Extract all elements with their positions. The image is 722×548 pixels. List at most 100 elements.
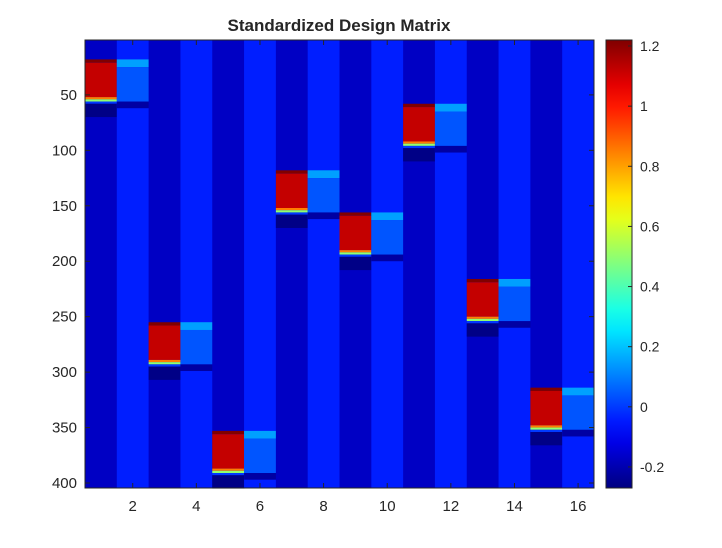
block-5-fade-2: [212, 470, 245, 474]
column-5-base: [212, 40, 245, 488]
block-1-body: [85, 62, 118, 98]
block-11-fade-2: [403, 143, 436, 146]
column-4-base: [180, 40, 213, 488]
block-11-body: [403, 107, 436, 142]
heatmap-cells: [85, 40, 595, 489]
block-7-fade-1: [275, 208, 309, 211]
block-1-shadow: [85, 103, 118, 118]
block-14-shadow: [498, 321, 531, 328]
block-12-shadow: [434, 145, 468, 153]
block-15-fade-1: [530, 425, 563, 428]
block-7-body: [275, 173, 309, 208]
block-9-shadow: [339, 256, 372, 271]
colorbar-tick-label: 1: [640, 98, 648, 114]
block-5-top-edge: [212, 430, 245, 435]
block-6-shadow: [244, 473, 277, 480]
block-10-top-edge: [371, 212, 404, 221]
column-10-base: [371, 40, 404, 488]
y-tick-label: 100: [52, 142, 77, 159]
y-axis-ticks: 50 100 150 200 250 300 350 400: [52, 87, 594, 492]
block-2-body: [116, 67, 150, 102]
block-13-shadow: [466, 323, 500, 337]
block-7-edge-below: [275, 212, 309, 215]
block-10-shadow: [371, 254, 404, 262]
column-14-base: [498, 40, 531, 488]
y-tick-label: 200: [52, 253, 77, 270]
x-tick-label: 12: [443, 498, 460, 515]
block-11-edge-below: [403, 145, 436, 149]
block-8-top-edge: [307, 170, 340, 179]
block-7-top-edge: [275, 170, 309, 174]
y-tick-label: 400: [52, 475, 77, 492]
column-13-base: [466, 40, 500, 488]
block-1-fade-1: [85, 97, 118, 100]
block-9-top-edge: [339, 212, 372, 216]
colorbar-tick-label: -0.2: [640, 459, 664, 475]
column-2-base: [116, 40, 150, 488]
column-8-base: [307, 40, 340, 488]
x-tick-label: 10: [379, 498, 396, 515]
block-16-top-edge: [562, 387, 595, 396]
x-axis-ticks: 2 4 6 8 10 12 14 16: [129, 40, 586, 515]
block-3-top-edge: [148, 322, 181, 326]
x-tick-label: 4: [192, 498, 200, 515]
block-5-edge-below: [212, 473, 245, 476]
y-tick-label: 350: [52, 420, 77, 437]
block-9-fade-1: [339, 250, 372, 253]
colorbar-tick-label: 0.8: [640, 158, 660, 174]
block-1-top-edge: [85, 59, 118, 63]
block-15-shadow: [530, 432, 563, 446]
block-5-body: [212, 434, 245, 469]
x-tick-label: 8: [319, 498, 327, 515]
colorbar: -0.2 0 0.2 0.4 0.6 0.8 1 1.2: [605, 38, 664, 489]
block-4-body: [180, 329, 213, 365]
colorbar-tick-label: 0.6: [640, 218, 660, 234]
y-tick-label: 300: [52, 364, 77, 381]
block-11-top-edge: [403, 103, 436, 108]
block-2-top-edge: [116, 59, 150, 68]
block-3-body: [148, 325, 181, 360]
block-16-body: [562, 395, 595, 430]
block-5-fade-1: [212, 468, 245, 471]
block-11-fade-1: [403, 141, 436, 144]
block-12-top-edge: [434, 103, 468, 112]
block-13-fade-2: [466, 318, 500, 322]
block-9-edge-below: [339, 254, 372, 257]
block-6-top-edge: [244, 430, 277, 439]
block-9-body: [339, 215, 372, 251]
column-7-base: [275, 40, 309, 488]
block-3-fade-2: [148, 362, 181, 365]
block-4-top-edge: [180, 322, 213, 330]
block-14-body: [498, 286, 531, 322]
block-15-edge-below: [530, 429, 563, 432]
y-tick-label: 250: [52, 309, 77, 326]
block-4-shadow: [180, 364, 213, 372]
chart-title: Standardized Design Matrix: [228, 16, 451, 35]
block-11-shadow: [403, 148, 436, 162]
block-13-top-edge: [466, 278, 500, 283]
block-12-body: [434, 111, 468, 146]
x-tick-label: 6: [256, 498, 264, 515]
block-3-shadow: [148, 366, 181, 380]
x-tick-label: 2: [129, 498, 137, 515]
colorbar-tick-label: 0.4: [640, 279, 660, 295]
colorbar-tick-label: 0.2: [640, 339, 660, 355]
block-7-shadow: [275, 214, 309, 228]
block-1-fade-2: [85, 99, 118, 102]
block-3-fade-1: [148, 359, 181, 363]
block-16-shadow: [562, 429, 595, 437]
y-tick-label: 150: [52, 198, 77, 215]
block-9-fade-2: [339, 252, 372, 255]
block-1-edge-below: [85, 101, 118, 104]
x-tick-label: 14: [506, 498, 523, 515]
column-6-base: [244, 40, 277, 488]
block-8-body: [307, 178, 340, 213]
block-5-shadow: [212, 475, 245, 489]
colorbar-tick-label: 1.2: [640, 38, 660, 54]
y-tick-label: 50: [60, 87, 77, 104]
block-15-top-edge: [530, 387, 563, 391]
column-3-base: [148, 40, 181, 488]
colorbar-tick-label: 0: [640, 399, 648, 415]
